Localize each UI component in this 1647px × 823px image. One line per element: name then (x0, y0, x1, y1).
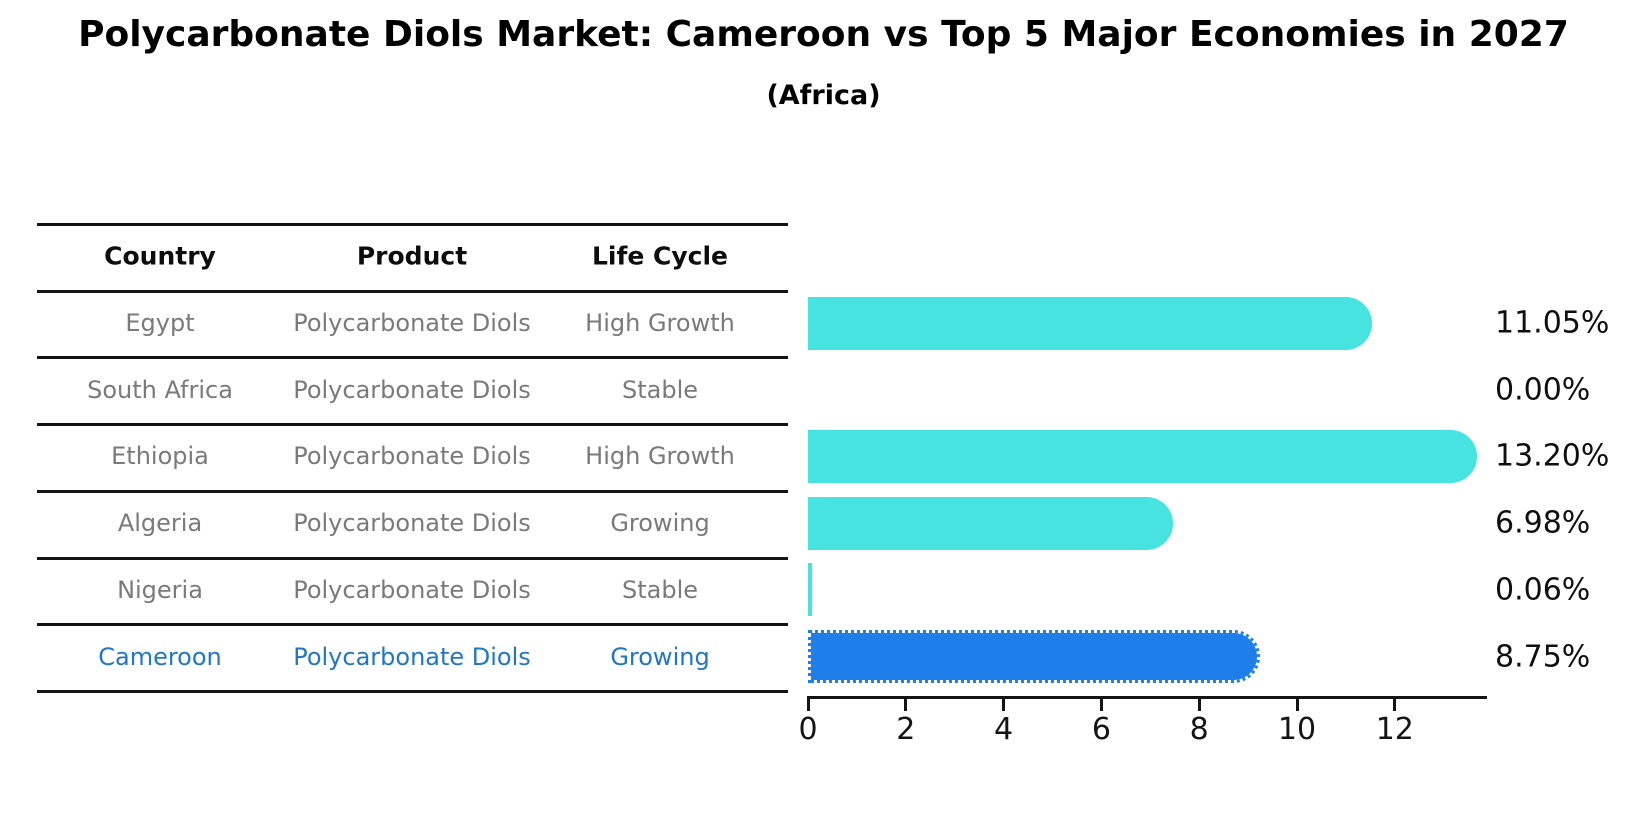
bar-egypt (808, 296, 1373, 350)
x-axis-tick (1002, 696, 1006, 711)
table-header-life-cycle: Life Cycle (591, 241, 729, 271)
table-cell-product-south-africa: Polycarbonate Diols (293, 375, 531, 404)
x-axis-tick (904, 696, 908, 711)
x-axis-tick (806, 696, 810, 711)
table-divider-line (37, 556, 788, 560)
x-axis-tick-label: 6 (1091, 712, 1111, 747)
table-header-product: Product (356, 241, 468, 271)
x-axis-tick-label: 0 (798, 712, 818, 747)
table-cell-country-ethiopia: Ethiopia (111, 442, 209, 471)
x-axis-tick (1099, 696, 1103, 711)
table-cell-product-cameroon: Polycarbonate Diols (293, 642, 531, 671)
table-cell-country-cameroon: Cameroon (98, 642, 222, 671)
table-cell-product-ethiopia: Polycarbonate Diols (293, 442, 531, 471)
table-divider-line (37, 689, 788, 693)
bar-nigeria (808, 563, 812, 617)
x-axis-tick (1197, 696, 1201, 711)
value-label-algeria: 6.98% (1495, 505, 1591, 541)
bar-cameroon (808, 630, 1260, 684)
table-divider-line (37, 356, 788, 360)
table-cell-product-nigeria: Polycarbonate Diols (293, 575, 531, 604)
x-axis-tick-label: 10 (1277, 712, 1317, 747)
table-header-country: Country (104, 241, 216, 271)
table-cell-life_cycle-south-africa: Stable (621, 375, 699, 404)
table-cell-country-egypt: Egypt (125, 309, 195, 338)
table-cell-country-nigeria: Nigeria (117, 575, 203, 604)
table-cell-life_cycle-egypt: High Growth (585, 309, 735, 338)
value-label-cameroon: 8.75% (1495, 639, 1591, 675)
table-cell-life_cycle-ethiopia: High Growth (585, 442, 735, 471)
x-axis-tick-label: 12 (1375, 712, 1414, 747)
table-divider-line (37, 223, 788, 226)
table-divider-line (37, 423, 788, 427)
table-divider-line (37, 289, 788, 293)
x-axis-line (808, 696, 1487, 699)
x-axis-tick (1393, 696, 1397, 711)
bar-ethiopia (808, 429, 1478, 483)
chart-subtitle: (Africa) (766, 80, 881, 111)
value-label-nigeria: 0.06% (1495, 572, 1591, 608)
table-divider-line (37, 623, 788, 627)
chart-title: Polycarbonate Diols Market: Cameroon vs … (78, 14, 1569, 55)
table-cell-country-algeria: Algeria (117, 509, 203, 538)
value-label-south-africa: 0.00% (1495, 372, 1591, 408)
x-axis-tick (1295, 696, 1299, 711)
table-cell-product-egypt: Polycarbonate Diols (293, 309, 531, 338)
value-label-egypt: 11.05% (1495, 305, 1610, 341)
x-axis-tick-label: 2 (896, 712, 916, 747)
x-axis-tick-label: 4 (994, 712, 1014, 747)
value-label-ethiopia: 13.20% (1495, 438, 1610, 474)
table-cell-life_cycle-nigeria: Stable (621, 575, 699, 604)
table-cell-product-algeria: Polycarbonate Diols (293, 509, 531, 538)
table-cell-life_cycle-cameroon: Growing (610, 642, 710, 671)
table-cell-life_cycle-algeria: Growing (610, 509, 710, 538)
table-divider-line (37, 489, 788, 493)
bar-algeria (808, 496, 1174, 550)
table-cell-country-south-africa: South Africa (87, 375, 233, 404)
x-axis-tick-label: 8 (1189, 712, 1209, 747)
